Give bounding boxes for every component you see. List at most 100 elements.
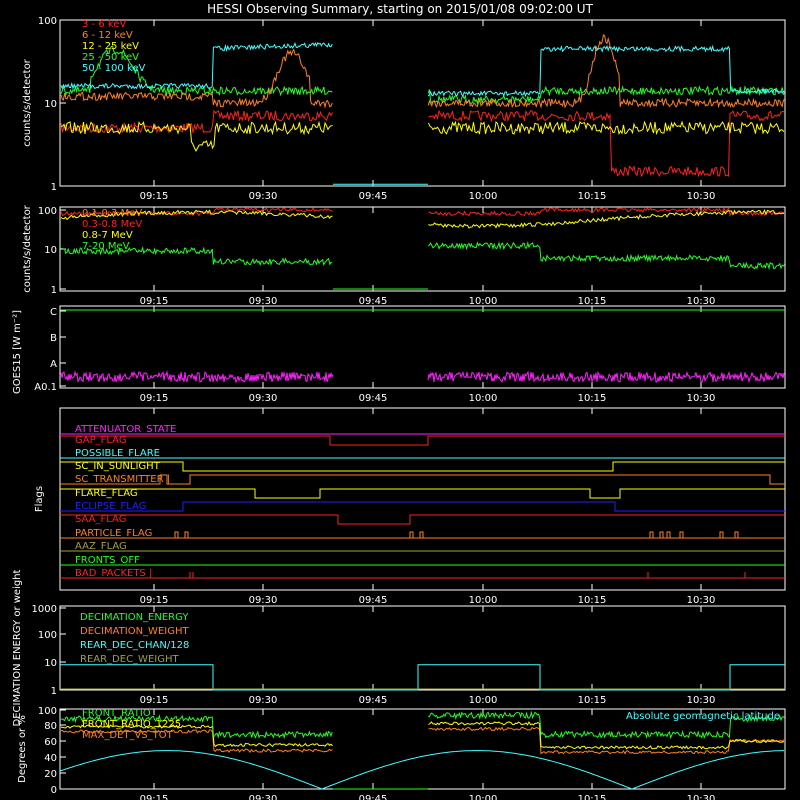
legend-entry: REAR_DEC_WEIGHT xyxy=(80,654,179,665)
x-tick-label: 09:45 xyxy=(359,191,388,202)
series-0.3-0.8MeV xyxy=(60,206,785,217)
series-50-100keV xyxy=(60,41,785,98)
y-tick-label: 40 xyxy=(44,753,57,764)
y-tick-label: 100 xyxy=(38,16,57,27)
legend-entry: AAZ_FLAG xyxy=(75,541,127,552)
flag-line xyxy=(60,435,785,446)
x-tick-label: 09:15 xyxy=(140,595,169,606)
legend-entry: POSSIBLE_FLARE xyxy=(75,448,160,459)
decimation-panel: 09:15 09:30 09:45 10:00 10:15 10:30 DECIMATION… xyxy=(12,569,786,726)
y-tick-label: 10 xyxy=(44,658,57,669)
x-tick-label: 09:30 xyxy=(249,595,278,606)
flag-line xyxy=(60,514,785,525)
x-tick-label: 10:30 xyxy=(687,794,716,800)
y-tick-label: A0.1 xyxy=(34,382,57,393)
decimation-panel-frame xyxy=(59,605,786,691)
y-tick-label: C xyxy=(50,307,57,318)
flag-line xyxy=(60,501,785,512)
x-tick-label: 10:15 xyxy=(578,595,607,606)
legend-entry: PARTICLE_FLAG xyxy=(75,528,152,539)
series-front-ratio-1225 xyxy=(60,720,785,750)
series-12-25keV xyxy=(60,120,785,152)
legend-entry: MAX_DET_VS_TOT xyxy=(82,730,174,741)
y-tick-label: 100 xyxy=(38,630,57,641)
photon-panel: 09:15 09:30 09:45 10:00 10:15 10:30 counts/s/d… xyxy=(22,16,786,202)
x-tick-label: 09:30 xyxy=(249,296,278,307)
particle-flag-spike xyxy=(666,531,671,539)
legend-entry: 25 - 50 keV xyxy=(82,52,139,63)
y-tick-label: 0 xyxy=(51,785,57,796)
series-front-ratio xyxy=(60,710,785,740)
x-tick-label: 09:15 xyxy=(140,794,169,800)
flag-line xyxy=(60,474,785,485)
legend-entry: ECLIPSE_FLAG xyxy=(75,501,146,512)
legend-entry: FRONTS_OFF xyxy=(75,555,140,566)
y-tick-label: 1 xyxy=(51,285,57,296)
y-tick-label: 1 xyxy=(51,686,57,697)
x-tick-label: 10:15 xyxy=(578,191,607,202)
series-0.8-7MeV xyxy=(60,209,785,229)
legend-entry: FRONT_RATIO_1225 xyxy=(82,719,181,730)
y-tick-label: A xyxy=(50,359,57,370)
legend-entry: 50 - 100 keV xyxy=(82,63,146,74)
x-tick-label: 10:00 xyxy=(469,595,498,606)
y-tick-label: B xyxy=(50,333,57,344)
y-tick-label: 20 xyxy=(44,769,57,780)
chart-title: HESSI Observing Summary, starting on 201… xyxy=(207,2,593,16)
x-tick-label: 09:45 xyxy=(359,296,388,307)
flags-panel: 09:15 09:30 09:45 10:00 10:15 10:30 Flags ATTEN… xyxy=(34,407,786,606)
particle-flag-spike xyxy=(409,531,414,539)
legend-entry: DECIMATION_WEIGHT xyxy=(80,626,189,637)
x-tick-label: 09:30 xyxy=(249,393,278,404)
series-3-6keV xyxy=(60,109,785,178)
x-tick-label: 10:30 xyxy=(687,296,716,307)
x-tick-label: 10:00 xyxy=(469,191,498,202)
legend-entry: 6 - 12 keV xyxy=(82,30,133,41)
legend-entry: SC_TRANSMITTER | xyxy=(75,474,170,485)
x-tick-label: 09:30 xyxy=(249,191,278,202)
legend-entry: SC_IN_SUNLIGHT xyxy=(75,461,161,472)
flag-line xyxy=(60,461,785,472)
photon-panel-frame xyxy=(59,19,786,187)
y-tick-label: 80 xyxy=(44,721,57,732)
x-tick-label: 09:30 xyxy=(249,794,278,800)
y-axis-label: DECIMATION ENERGY or weight xyxy=(12,569,23,726)
x-tick-label: 10:30 xyxy=(687,595,716,606)
legend-entry: 0.3-0.8 MeV xyxy=(82,219,142,230)
series-max-det xyxy=(60,726,785,755)
y-tick-label: 1 xyxy=(51,182,57,193)
particle-flag-spike xyxy=(734,531,739,539)
x-tick-label: 10:00 xyxy=(469,393,498,404)
x-tick-label: 09:45 xyxy=(359,794,388,800)
legend-entry: REAR_DEC_CHAN/128 xyxy=(80,640,189,651)
x-tick-label: 10:15 xyxy=(578,794,607,800)
series-geomag-latitude xyxy=(59,750,784,790)
legend-entry: Absolute geomagnetic latitude xyxy=(626,711,780,722)
y-tick-label: 10 xyxy=(44,99,57,110)
goes-panel: 09:15 09:30 09:45 10:00 10:15 10:30 GOES15 [W … xyxy=(12,305,786,404)
x-tick-label: 10:15 xyxy=(578,393,607,404)
legend-entry: BAD_PACKETS | xyxy=(75,568,152,579)
x-tick-label: 10:30 xyxy=(687,393,716,404)
x-tick-label: 09:15 xyxy=(140,296,169,307)
x-tick-label: 10:15 xyxy=(578,695,607,706)
legend-entry: SAA_FLAG xyxy=(75,514,126,525)
rear-dec-chan-line xyxy=(60,664,785,691)
particle-flag-spike xyxy=(174,531,179,539)
legend-entry: DECIMATION_ENERGY xyxy=(80,612,189,623)
particle-flag-spike xyxy=(649,531,654,539)
legend-entry: FRONT_RATIO xyxy=(82,708,151,719)
legend-entry: 12 - 25 keV xyxy=(82,41,139,52)
legend-entry: FLARE_FLAG xyxy=(75,488,138,499)
y-tick-label: 10 xyxy=(44,245,57,256)
particle-flag-spike xyxy=(184,531,189,539)
goes-short-channel xyxy=(60,370,785,384)
particle-flag-spike xyxy=(719,531,724,539)
x-tick-label: 10:30 xyxy=(687,695,716,706)
x-tick-label: 09:15 xyxy=(140,393,169,404)
panels: 09:15 09:30 09:45 10:00 10:15 10:30 counts/s/d… xyxy=(12,16,786,800)
y-axis-label: Flags xyxy=(34,486,45,512)
particle-flag-spike xyxy=(679,531,684,539)
gamma-panel: 09:15 09:30 09:45 10:00 10:15 10:30 counts/s/d… xyxy=(22,204,786,307)
